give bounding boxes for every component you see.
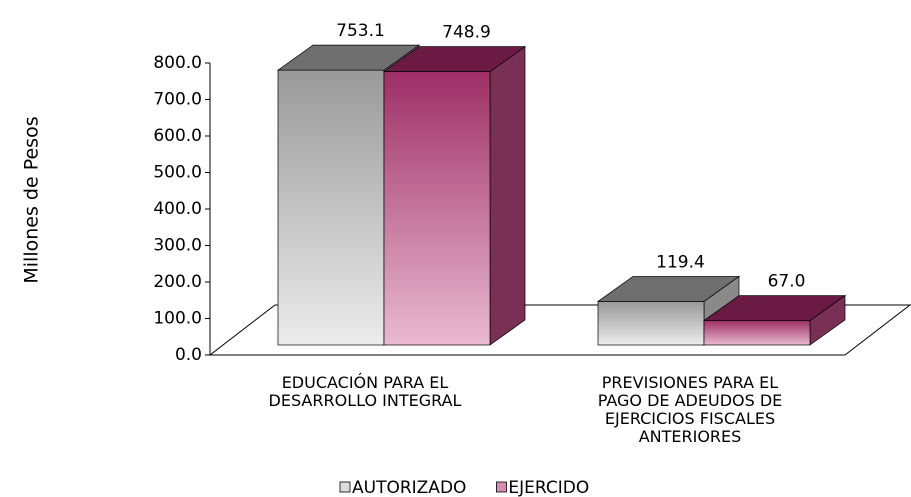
bar-top — [382, 46, 527, 73]
y-tick-label: 800.0 — [153, 53, 202, 73]
y-tick-label: 0.0 — [175, 345, 202, 365]
y-tick-label: 100.0 — [153, 309, 202, 329]
value-label: 67.0 — [768, 272, 806, 292]
y-tick-label: 700.0 — [153, 90, 202, 110]
legend-label: EJERCIDO — [508, 478, 589, 497]
value-label: 119.4 — [656, 252, 705, 272]
bar-top — [702, 295, 847, 321]
bar — [702, 294, 847, 346]
x-tick-label: EDUCACIÓN PARA EL DESARROLLO INTEGRAL — [269, 373, 462, 410]
y-tick-label: 200.0 — [153, 272, 202, 292]
y-axis-title: Millones de Pesos — [21, 116, 43, 283]
y-tick-label: 600.0 — [153, 126, 202, 146]
bar-front — [597, 301, 705, 346]
value-label: 753.1 — [336, 21, 385, 41]
legend-label: AUTORIZADO — [352, 478, 466, 497]
x-tick-label: PREVISIONES PARA EL PAGO DE ADEUDOS DE EJE… — [598, 373, 783, 446]
bar — [382, 45, 527, 346]
y-tick-label: 400.0 — [153, 199, 202, 219]
bar-front — [383, 71, 491, 346]
bar-side — [489, 45, 526, 346]
bar-front — [703, 320, 811, 346]
y-tick-label: 300.0 — [153, 236, 202, 256]
bar-top — [596, 276, 741, 302]
floor — [208, 304, 911, 356]
bar-top — [276, 44, 421, 71]
legend-swatch — [496, 481, 507, 493]
bar-front — [277, 69, 385, 346]
legend-swatch — [339, 481, 351, 493]
y-tick-label: 500.0 — [153, 163, 202, 183]
value-label: 748.9 — [442, 23, 491, 43]
